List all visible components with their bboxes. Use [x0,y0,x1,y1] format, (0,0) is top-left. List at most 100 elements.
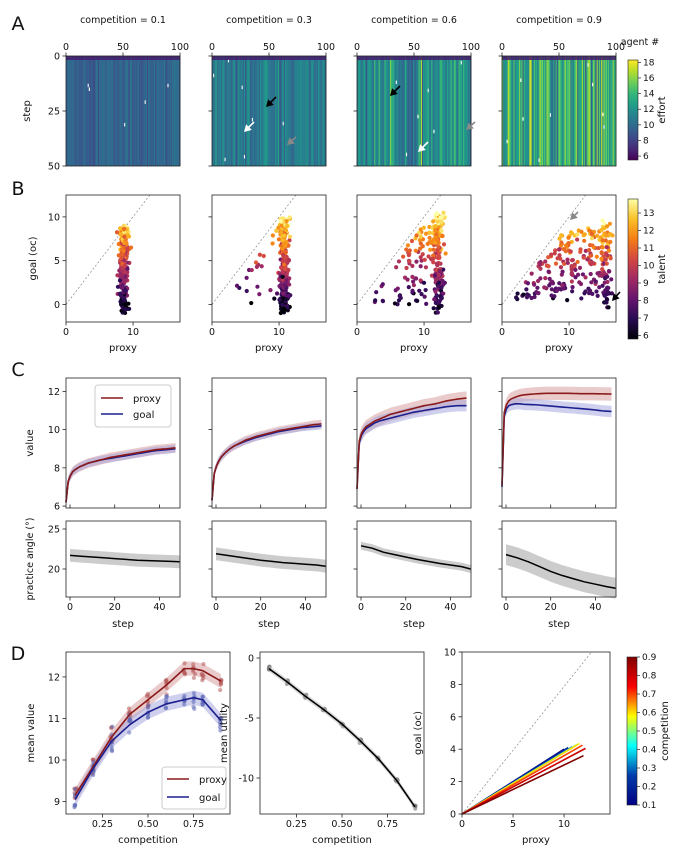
competition-colorbar [626,656,638,806]
heatmap-column [240,56,242,166]
diagonal-line [211,194,297,305]
heatmap-column [113,56,116,166]
heatmap-column [172,56,174,166]
heatmap-column [86,56,89,166]
heatmap-column [165,56,167,166]
scatter-point [278,219,283,224]
colorbar-tick-label: 7 [643,314,649,324]
scatter-point [421,225,426,230]
angle-plot [505,544,616,599]
scatter-xlabel: proxy [255,343,283,354]
heatmap-column [104,56,107,166]
scatter-point [122,278,127,283]
scatter-point [578,249,583,254]
scatter-point [599,250,604,255]
scatter-point [566,240,571,246]
heatmap-column [247,56,249,166]
mean-value-point [201,662,206,667]
scatter-point [424,301,429,306]
mean-utility-band [269,665,415,810]
heatmap-column [590,56,593,166]
heatmap-column [93,56,95,166]
scatter-point [283,296,289,302]
mean-value-point [163,705,168,710]
heatmap-column [256,56,258,166]
colorbar-tick-label: 6 [643,332,649,342]
scatter-point [122,234,127,239]
y-tick-label: 10 [48,756,60,767]
heatmap-column [320,56,322,166]
x-tick-label: 10 [273,327,285,338]
heatmap-column [601,56,603,166]
heatmap-column [584,56,586,166]
heatmap-column [540,56,543,166]
scatter-point [394,265,399,270]
mean-value-point [217,720,223,725]
scatter-point [405,277,410,282]
heatmap-column [306,56,309,166]
scatter-point [122,240,127,246]
scatter-point [435,219,440,224]
heatmap-column [145,56,148,166]
scatter-point [414,259,419,264]
mean-value-point [218,687,223,693]
scatter-point [538,266,543,271]
heatmap-column [580,56,583,166]
scatter-point [569,279,574,284]
heatmap-column [173,56,175,166]
heatmap-column [66,56,68,166]
scatter-ylabel: goal (oc) [28,236,39,280]
scatter-point [605,253,610,258]
heatmap-column [238,56,240,166]
scatter-point [414,233,419,238]
colorbar-tick-label: 0.4 [642,746,657,756]
heatmap-column [127,56,130,166]
heatmap-column [570,56,572,166]
heatmap-column [218,56,221,166]
heatmap-column [254,56,256,166]
scatter-point [418,278,423,283]
scatter-point [568,249,573,254]
heatmap-column [458,56,460,166]
heatmap-xlabel-right: agent # [621,37,659,48]
heatmap-column [140,56,142,166]
heatmap-column [296,56,298,166]
x-tick-label: 5 [510,819,516,830]
scatter-point [280,302,285,308]
heatmap-column [415,56,417,166]
x-tick-label: 50 [117,42,129,53]
heatmap-column [531,56,534,166]
scatter-point [583,248,588,253]
scatter-point [411,279,416,284]
heatmap-column [111,56,114,166]
heatmap-column [367,56,369,166]
heatmap-column [299,56,302,166]
colorbar-tick-label: 10 [643,262,655,272]
scatter-point [426,254,431,259]
scatter-point [280,274,285,280]
heatmap-column [380,56,383,166]
scatter-point [575,232,580,237]
scatter-point [558,265,564,270]
scatter-point [594,289,599,294]
heatmap-column [259,56,262,166]
heatmap-column [303,56,305,166]
scatter-point [281,253,286,258]
x-tick-label: 0 [213,602,219,613]
scatter-point [603,233,609,238]
heatmap-column [148,56,150,166]
scatter-point [423,287,428,293]
heatmap-column [432,56,434,166]
heatmap-column [289,56,292,166]
angle-frame [65,520,181,598]
heatmap-column [157,56,159,166]
scatter-point [282,233,287,238]
heatmap-column [414,56,416,166]
heatmap-column [80,56,83,166]
heatmap-column [576,56,578,166]
heatmap-title: competition = 0.9 [516,15,602,26]
scatter-point [561,286,566,291]
x-tick-label: 40 [153,602,165,613]
scatter-point [441,242,447,247]
heatmap-column [448,56,450,166]
